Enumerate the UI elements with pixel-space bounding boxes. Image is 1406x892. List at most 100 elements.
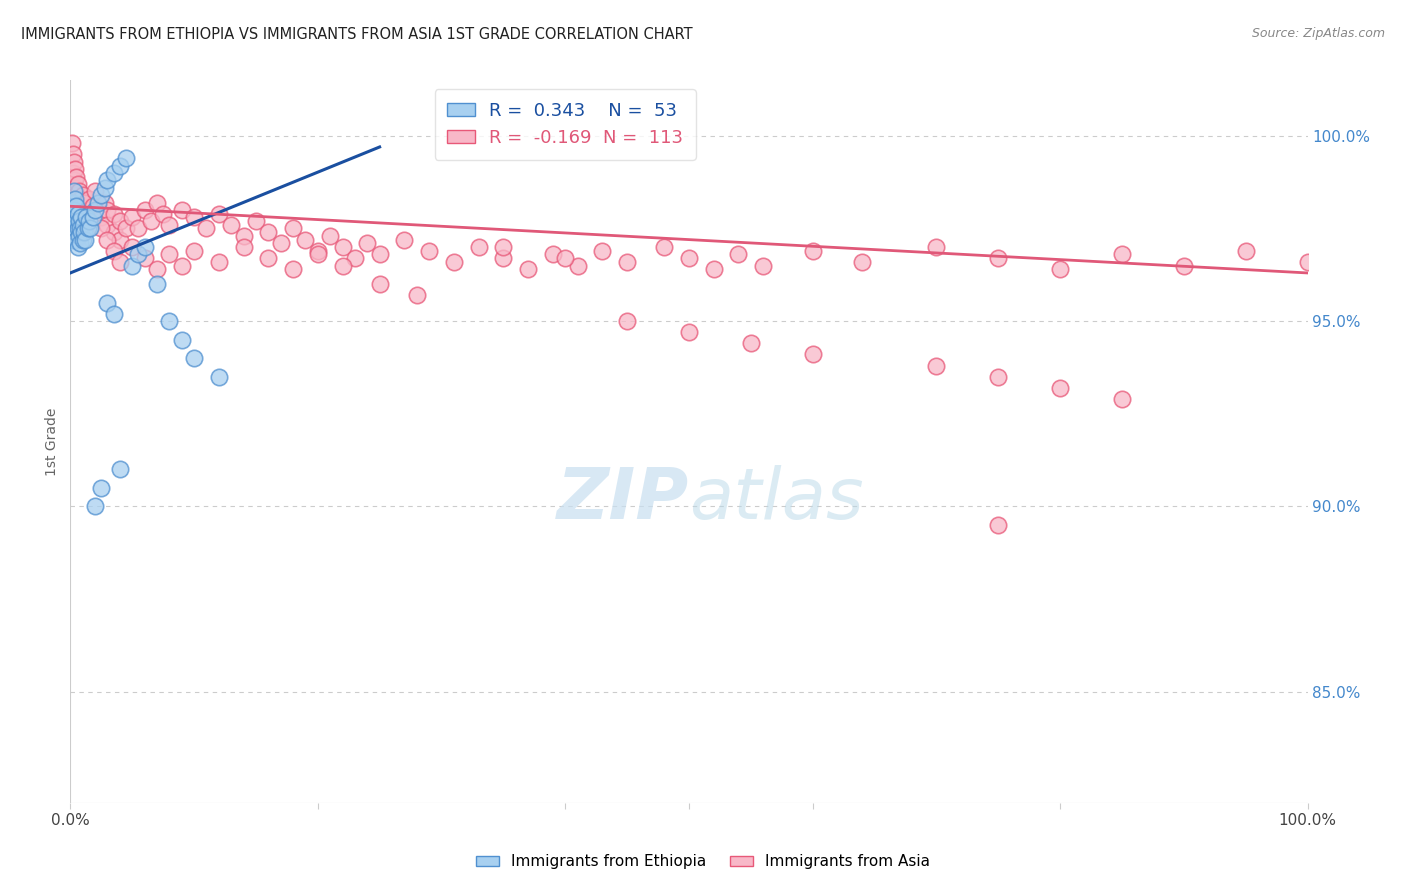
Point <box>146 195 169 210</box>
Point <box>616 314 638 328</box>
Point <box>79 211 101 225</box>
Point <box>65 180 87 194</box>
Point <box>63 221 86 235</box>
Point <box>232 240 254 254</box>
Point <box>65 162 87 177</box>
Point <box>94 195 117 210</box>
Point <box>84 202 107 217</box>
Point <box>96 202 118 217</box>
Point <box>394 233 416 247</box>
Point <box>157 247 180 261</box>
Point <box>157 314 180 328</box>
Point <box>63 154 86 169</box>
Point <box>183 244 205 258</box>
Point <box>170 259 193 273</box>
Point <box>134 240 156 254</box>
Point <box>368 247 391 261</box>
Point <box>232 228 254 243</box>
Point <box>740 336 762 351</box>
Point <box>77 192 100 206</box>
Point <box>987 517 1010 532</box>
Point <box>70 199 93 213</box>
Point <box>616 255 638 269</box>
Point <box>67 228 90 243</box>
Point <box>70 225 93 239</box>
Point <box>103 166 125 180</box>
Point <box>62 195 84 210</box>
Point <box>103 207 125 221</box>
Point <box>1296 255 1319 269</box>
Point <box>1049 381 1071 395</box>
Point <box>69 221 91 235</box>
Point <box>115 221 138 235</box>
Point <box>76 221 98 235</box>
Point <box>70 211 93 225</box>
Point <box>115 151 138 165</box>
Point <box>90 211 112 225</box>
Point <box>517 262 540 277</box>
Point <box>925 240 948 254</box>
Point <box>134 202 156 217</box>
Point <box>281 262 304 277</box>
Point <box>60 221 83 235</box>
Point <box>541 247 564 261</box>
Point <box>121 211 143 225</box>
Point <box>294 233 316 247</box>
Point <box>356 236 378 251</box>
Point <box>987 369 1010 384</box>
Point <box>66 177 89 191</box>
Point <box>567 259 589 273</box>
Point <box>121 240 143 254</box>
Point <box>257 251 280 265</box>
Point <box>332 259 354 273</box>
Point <box>66 240 89 254</box>
Point <box>72 218 94 232</box>
Point <box>75 214 97 228</box>
Point <box>65 207 87 221</box>
Point <box>96 218 118 232</box>
Point <box>72 233 94 247</box>
Point <box>82 199 104 213</box>
Point <box>70 218 93 232</box>
Point <box>86 195 108 210</box>
Point <box>987 251 1010 265</box>
Point <box>270 236 292 251</box>
Point <box>257 225 280 239</box>
Point <box>801 347 824 361</box>
Point <box>66 207 89 221</box>
Point <box>492 240 515 254</box>
Point <box>96 173 118 187</box>
Point <box>62 211 84 225</box>
Point <box>67 214 90 228</box>
Point <box>183 351 205 366</box>
Point <box>63 173 86 187</box>
Point <box>1173 259 1195 273</box>
Point <box>146 277 169 291</box>
Point <box>554 251 576 265</box>
Point <box>96 233 118 247</box>
Point <box>157 218 180 232</box>
Point <box>727 247 749 261</box>
Text: ZIP: ZIP <box>557 465 689 533</box>
Point <box>63 202 86 217</box>
Point <box>84 185 107 199</box>
Point <box>208 207 231 221</box>
Point <box>77 214 100 228</box>
Point <box>134 251 156 265</box>
Point <box>65 169 87 184</box>
Point <box>678 325 700 339</box>
Point <box>678 251 700 265</box>
Point <box>851 255 873 269</box>
Y-axis label: 1st Grade: 1st Grade <box>45 408 59 475</box>
Point <box>183 211 205 225</box>
Point <box>72 207 94 221</box>
Point <box>72 188 94 202</box>
Point <box>69 192 91 206</box>
Point <box>103 244 125 258</box>
Point <box>65 225 87 239</box>
Point <box>652 240 675 254</box>
Point <box>170 333 193 347</box>
Point <box>69 211 91 225</box>
Point <box>307 244 329 258</box>
Point <box>60 202 83 217</box>
